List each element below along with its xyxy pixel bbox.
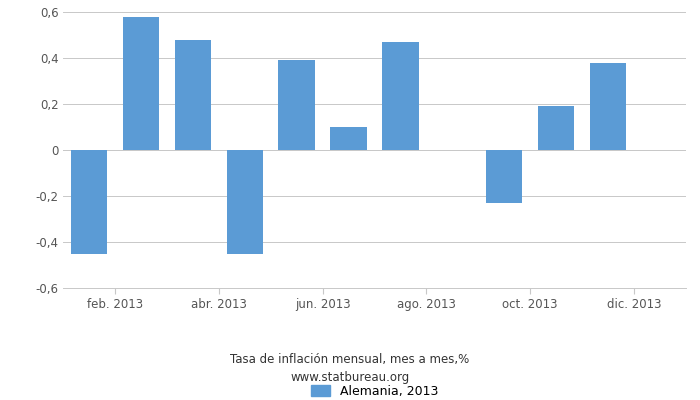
- Bar: [122, 17, 159, 150]
- Bar: [382, 42, 419, 150]
- Text: www.statbureau.org: www.statbureau.org: [290, 372, 410, 384]
- Legend: Alemania, 2013: Alemania, 2013: [311, 385, 438, 398]
- Bar: [486, 150, 522, 203]
- Text: Tasa de inflación mensual, mes a mes,%: Tasa de inflación mensual, mes a mes,%: [230, 354, 470, 366]
- Bar: [590, 63, 626, 150]
- Bar: [330, 127, 367, 150]
- Bar: [538, 106, 575, 150]
- Bar: [174, 40, 211, 150]
- Bar: [279, 60, 315, 150]
- Bar: [227, 150, 263, 254]
- Bar: [71, 150, 107, 254]
